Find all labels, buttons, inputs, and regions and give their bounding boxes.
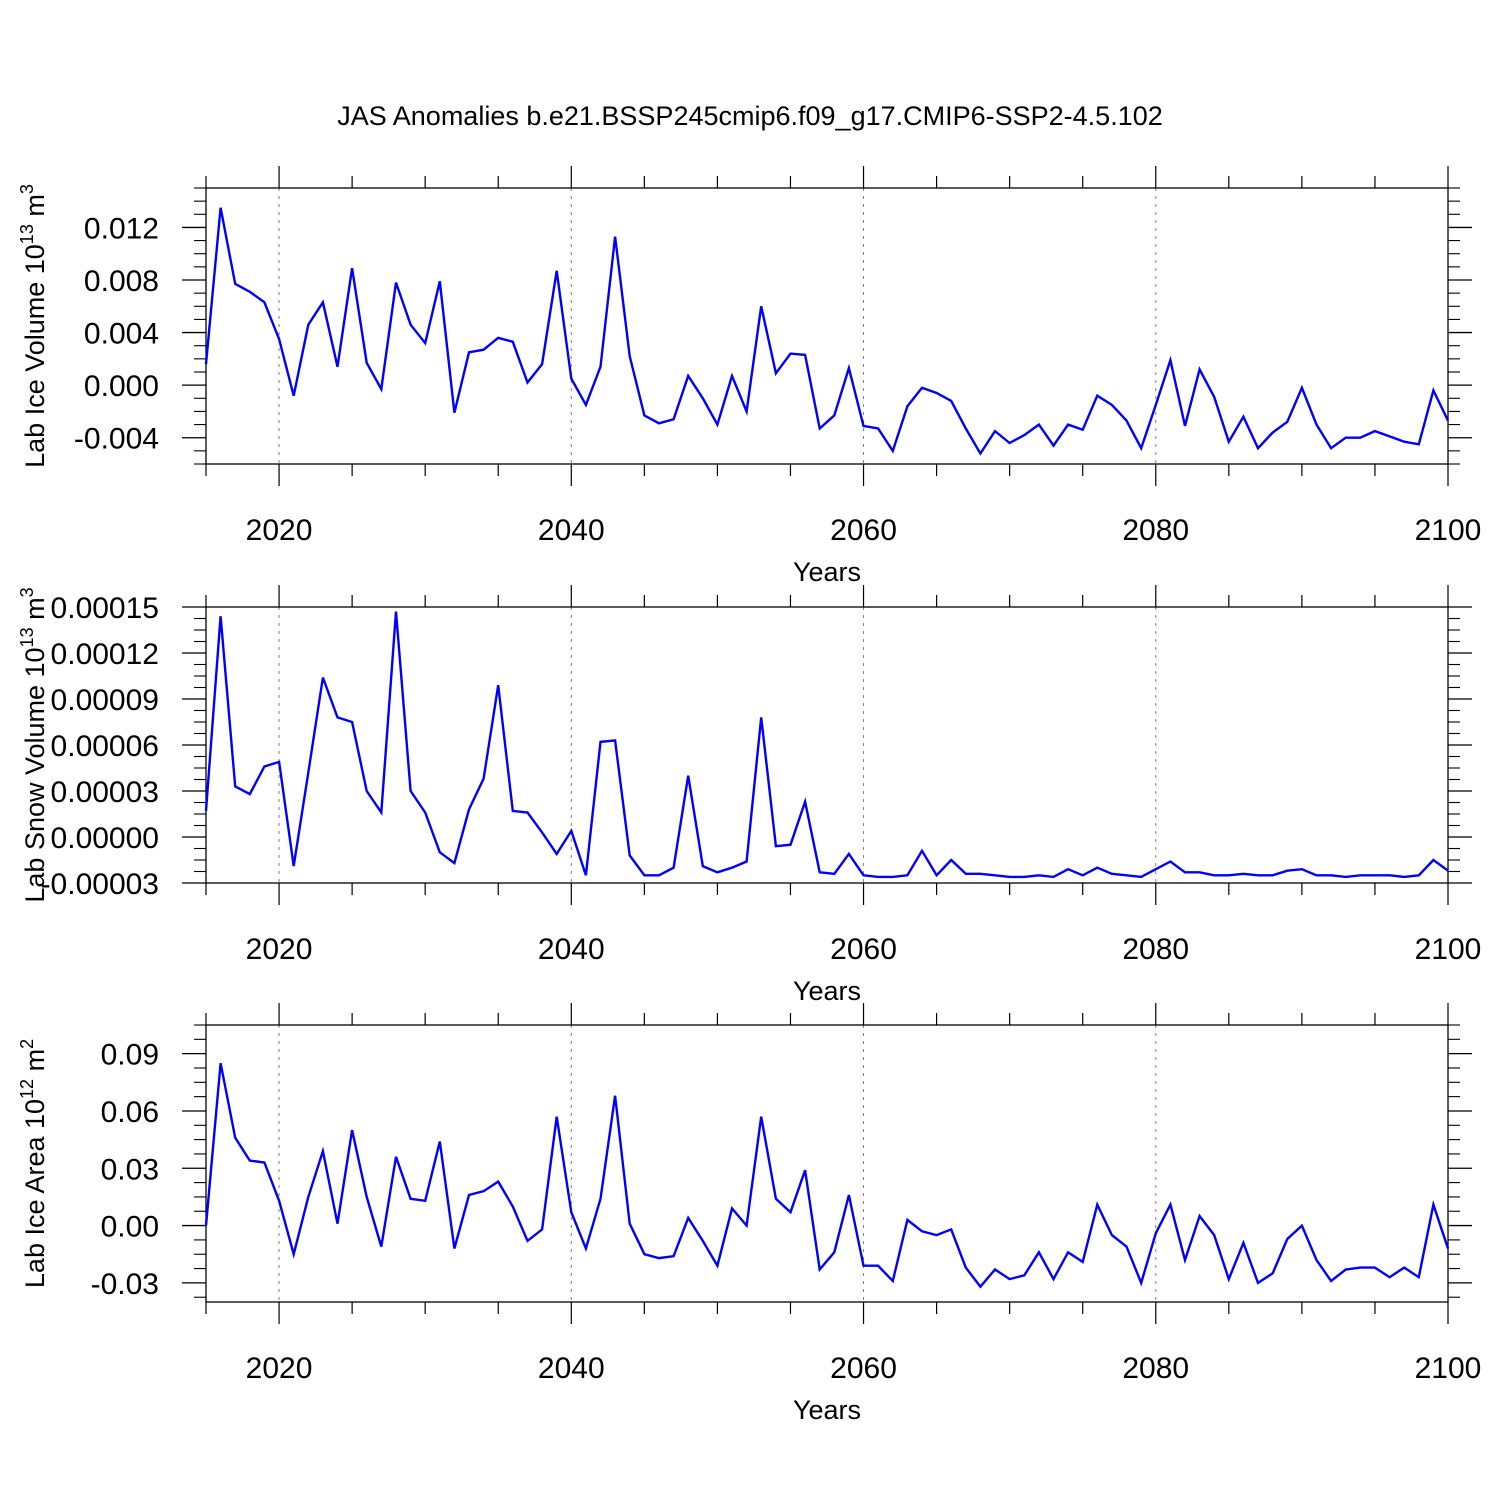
x-tick-label: 2100 bbox=[1415, 933, 1482, 966]
y-axis-label-part: Lab Ice Area 10 bbox=[20, 1099, 50, 1288]
y-axis-label-superscript: 2 bbox=[17, 1039, 37, 1049]
y-tick-label: 0.00000 bbox=[51, 822, 159, 855]
y-tick-label: 0.00006 bbox=[51, 730, 159, 763]
y-tick-label: -0.00003 bbox=[41, 868, 159, 901]
y-axis-label-part: m bbox=[20, 1049, 50, 1079]
y-axis-label: Lab Ice Area 1012 m2 bbox=[17, 1039, 50, 1288]
y-axis-label-part: m bbox=[20, 194, 50, 224]
x-tick-label: 2100 bbox=[1415, 1352, 1482, 1385]
y-axis-label-superscript: 3 bbox=[17, 184, 37, 194]
y-tick-label: 0.06 bbox=[101, 1096, 159, 1129]
x-tick-label: 2100 bbox=[1415, 514, 1482, 547]
x-tick-label: 2040 bbox=[538, 933, 605, 966]
y-axis-label-part: Lab Ice Volume 10 bbox=[20, 244, 50, 468]
y-tick-label: 0.00003 bbox=[51, 776, 159, 809]
y-tick-label: 0.004 bbox=[84, 318, 159, 351]
y-tick-label: 0.00009 bbox=[51, 684, 159, 717]
y-axis-label-superscript: 13 bbox=[17, 224, 37, 244]
plot-frame bbox=[205, 187, 1449, 465]
x-tick-label: 2020 bbox=[246, 1352, 313, 1385]
x-tick-label: 2040 bbox=[538, 1352, 605, 1385]
x-axis-label: Years bbox=[793, 557, 861, 587]
x-axis-label: Years bbox=[793, 1395, 861, 1425]
y-tick-label: 0.000 bbox=[84, 370, 159, 403]
y-tick-label: 0.012 bbox=[84, 212, 159, 245]
y-tick-label: 0.008 bbox=[84, 265, 159, 298]
y-axis-label-superscript: 12 bbox=[17, 1079, 37, 1099]
y-axis-label-part: m bbox=[20, 597, 50, 627]
x-tick-label: 2080 bbox=[1122, 933, 1189, 966]
y-tick-label: 0.03 bbox=[101, 1153, 159, 1186]
y-tick-label: -0.004 bbox=[74, 423, 159, 456]
x-tick-label: 2080 bbox=[1122, 514, 1189, 547]
plot-frame bbox=[205, 1024, 1449, 1303]
x-tick-label: 2060 bbox=[830, 514, 897, 547]
panel-1: -0.004 0.000 0.004 0.008 0.012 2020 2040 2060 20… bbox=[17, 166, 1481, 587]
y-axis-label: Lab Snow Volume 1013 m3 bbox=[17, 587, 50, 902]
x-tick-label: 2020 bbox=[246, 514, 313, 547]
panel-3: -0.03 0.00 0.03 0.06 0.09 2020 2040 2060 2080 210… bbox=[17, 1003, 1481, 1425]
x-tick-label: 2080 bbox=[1122, 1352, 1189, 1385]
y-axis-label: Lab Ice Volume 1013 m3 bbox=[17, 184, 50, 468]
y-axis-label-superscript: 3 bbox=[17, 587, 37, 597]
panel-2: -0.00003 0.00000 0.00003 0.00006 0.00009 0.00… bbox=[17, 585, 1481, 1006]
x-tick-label: 2020 bbox=[246, 933, 313, 966]
y-tick-label: 0.00012 bbox=[51, 638, 159, 671]
x-tick-label: 2040 bbox=[538, 514, 605, 547]
x-axis-label: Years bbox=[793, 976, 861, 1006]
series-line bbox=[204, 207, 1450, 456]
series-line bbox=[204, 1062, 1450, 1289]
y-tick-label: 0.00 bbox=[101, 1211, 159, 1244]
x-tick-label: 2060 bbox=[830, 1352, 897, 1385]
y-tick-label: 0.09 bbox=[101, 1039, 159, 1072]
chart-title: JAS Anomalies b.e21.BSSP245cmip6.f09_g17… bbox=[337, 101, 1163, 131]
y-axis-label-part: Lab Snow Volume 10 bbox=[20, 647, 50, 902]
x-tick-label: 2060 bbox=[830, 933, 897, 966]
y-tick-label: 0.00015 bbox=[51, 592, 159, 625]
y-tick-label: -0.03 bbox=[91, 1268, 159, 1301]
series-line bbox=[204, 611, 1449, 879]
y-axis-label-superscript: 13 bbox=[17, 627, 37, 647]
